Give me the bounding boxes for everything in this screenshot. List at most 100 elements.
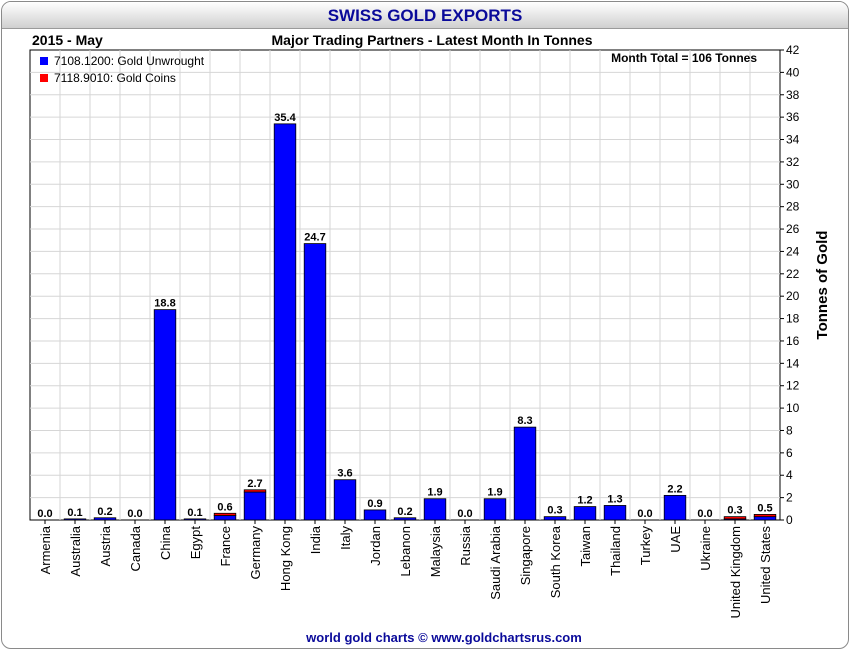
value-label: 0.5 bbox=[757, 502, 772, 514]
value-label: 0.9 bbox=[367, 498, 382, 510]
bar-unwrought bbox=[153, 309, 177, 521]
y-tick-label: 4 bbox=[786, 468, 793, 482]
bar-unwrought bbox=[63, 518, 87, 521]
legend-swatch-unwrought bbox=[40, 57, 48, 65]
x-tick-label: Ukraine bbox=[698, 526, 713, 571]
y-tick-label: 38 bbox=[786, 88, 800, 102]
y-tick-label: 10 bbox=[786, 401, 800, 415]
bar-coins bbox=[723, 516, 747, 520]
x-tick-label: Egypt bbox=[188, 526, 203, 560]
value-label: 0.0 bbox=[697, 508, 712, 520]
x-tick-label: Russia bbox=[458, 525, 473, 566]
value-label: 0.6 bbox=[217, 501, 232, 513]
y-tick-label: 24 bbox=[786, 244, 800, 258]
period-label: 2015 - May bbox=[32, 32, 103, 48]
value-label: 0.2 bbox=[397, 506, 412, 518]
x-tick-labels: Armenia Australia Austria Canada China Egypt F… bbox=[38, 525, 773, 618]
footer-credit: world gold charts © www.goldchartsrus.co… bbox=[305, 630, 582, 645]
legend-swatch-coins bbox=[40, 74, 48, 82]
x-tick-label: Lebanon bbox=[398, 526, 413, 577]
bar-unwrought bbox=[303, 243, 327, 521]
bar-unwrought bbox=[663, 494, 687, 521]
bar-unwrought bbox=[573, 506, 597, 521]
value-label: 1.2 bbox=[577, 495, 592, 507]
x-tick-label: Turkey bbox=[638, 526, 653, 566]
x-tick-label: Thailand bbox=[608, 526, 623, 576]
y-tick-label: 6 bbox=[786, 446, 793, 460]
chart-title: SWISS GOLD EXPORTS bbox=[327, 6, 523, 25]
value-label: 0.2 bbox=[97, 506, 112, 518]
x-tick-label: Malaysia bbox=[428, 525, 443, 577]
legend: 7108.1200: Gold Unwrought 7118.9010: Gol… bbox=[40, 54, 205, 85]
bar-coins bbox=[213, 512, 237, 516]
value-label: 35.4 bbox=[274, 112, 296, 124]
x-tick-label: Hong Kong bbox=[278, 526, 293, 591]
y-tick-label: 2 bbox=[786, 491, 793, 505]
y-tick-label: 14 bbox=[786, 356, 800, 370]
bar-unwrought bbox=[393, 517, 417, 521]
value-label: 0.0 bbox=[457, 508, 472, 520]
value-labels: 0.0 0.1 0.2 0.0 18.8 0.1 0.6 2.7 35.4 24.7 3.6 0.9 0… bbox=[37, 112, 772, 520]
bar-coins bbox=[243, 489, 267, 493]
y-tick-label: 20 bbox=[786, 289, 800, 303]
y-tick-label: 16 bbox=[786, 334, 800, 348]
y-tick-label: 0 bbox=[786, 513, 793, 527]
bar-unwrought bbox=[183, 518, 207, 521]
value-label: 0.3 bbox=[727, 505, 742, 517]
x-tick-label: Taiwan bbox=[578, 526, 593, 566]
x-tick-label: Singapore bbox=[518, 526, 533, 585]
x-tick-label: China bbox=[158, 525, 173, 560]
value-label: 0.1 bbox=[187, 507, 202, 519]
y-tick-label: 26 bbox=[786, 222, 800, 236]
value-label: 1.9 bbox=[427, 487, 442, 499]
bar-unwrought bbox=[333, 479, 357, 521]
value-label: 8.3 bbox=[517, 415, 532, 427]
bar-unwrought bbox=[273, 123, 297, 521]
x-tick-label: Italy bbox=[338, 526, 353, 550]
value-label: 0.3 bbox=[547, 505, 562, 517]
y-tick-label: 22 bbox=[786, 267, 800, 281]
x-tick-label: United States bbox=[758, 526, 773, 605]
y-tick-label: 40 bbox=[786, 65, 800, 79]
bar-unwrought bbox=[243, 491, 267, 521]
title-bar: SWISS GOLD EXPORTS bbox=[2, 2, 848, 29]
bar-unwrought bbox=[483, 498, 507, 521]
y-tick-label: 32 bbox=[786, 155, 800, 169]
month-total: Month Total = 106 Tonnes bbox=[611, 51, 757, 65]
bar-unwrought bbox=[93, 517, 117, 521]
y-tick-label: 18 bbox=[786, 312, 800, 326]
legend-label-coins: 7118.9010: Gold Coins bbox=[54, 71, 176, 85]
x-tick-label: Austria bbox=[98, 525, 113, 566]
y-tick-label: 12 bbox=[786, 379, 800, 393]
bar-unwrought bbox=[543, 516, 567, 521]
bar-coins bbox=[753, 514, 777, 518]
legend-label-unwrought: 7108.1200: Gold Unwrought bbox=[54, 54, 205, 68]
value-label: 18.8 bbox=[154, 298, 175, 310]
value-label: 0.1 bbox=[67, 507, 82, 519]
y-tick-label: 30 bbox=[786, 177, 800, 191]
x-tick-label: France bbox=[218, 526, 233, 566]
bar-unwrought bbox=[363, 509, 387, 521]
y-tick-label: 42 bbox=[786, 43, 800, 57]
x-tick-label: Saudi Arabia bbox=[488, 525, 503, 599]
value-label: 0.0 bbox=[37, 508, 52, 520]
value-label: 2.7 bbox=[247, 478, 262, 490]
y-tick-label: 34 bbox=[786, 133, 800, 147]
x-tick-label: South Korea bbox=[548, 525, 563, 598]
chart-subtitle: Major Trading Partners - Latest Month In… bbox=[272, 32, 593, 48]
y-axis-label: Tonnes of Gold bbox=[814, 231, 831, 340]
x-tick-label: Armenia bbox=[38, 525, 53, 574]
value-label: 1.3 bbox=[607, 493, 622, 505]
y-tick-label: 28 bbox=[786, 200, 800, 214]
value-label: 0.0 bbox=[127, 508, 142, 520]
value-label: 24.7 bbox=[304, 232, 325, 244]
x-tick-label: United Kingdom bbox=[728, 526, 743, 619]
bar-unwrought bbox=[213, 515, 237, 521]
x-tick-label: Jordan bbox=[368, 526, 383, 566]
plot-area bbox=[29, 49, 781, 521]
bar-unwrought bbox=[753, 516, 777, 521]
value-label: 3.6 bbox=[337, 468, 352, 480]
value-label: 0.0 bbox=[637, 508, 652, 520]
